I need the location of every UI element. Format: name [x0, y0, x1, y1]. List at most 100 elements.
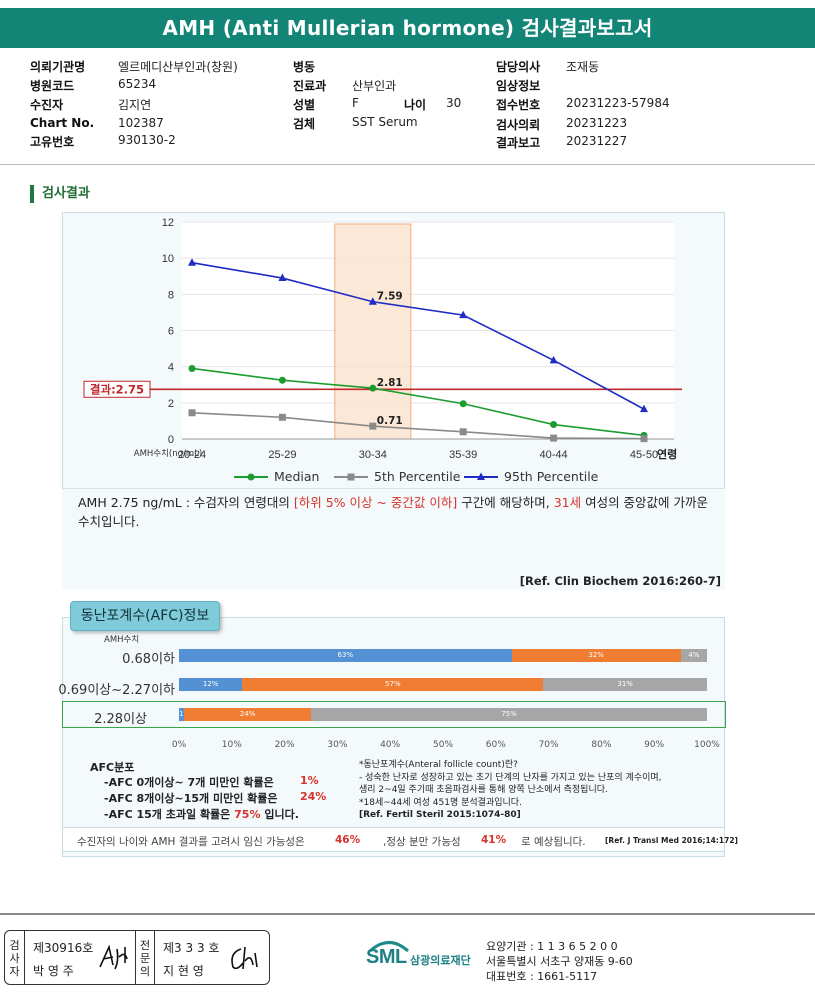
afc-bar-segment: 32%: [511, 649, 681, 662]
afc-dist-1-value: 1%: [300, 774, 319, 787]
request-value: 20231223: [566, 116, 628, 130]
y-axis-label: AMH수치(ng/mL): [134, 449, 202, 459]
y-tick-label: 2: [168, 398, 174, 410]
request-label: 검사의뢰: [496, 118, 541, 132]
logo-text: SML: [366, 946, 407, 968]
report-title: AMH (Anti Mullerian hormone) 검사결과보고서: [0, 8, 815, 48]
x-tick-label: 35-39: [449, 449, 477, 461]
afc-tick-label: 20%: [274, 740, 295, 750]
afc-bar-segment: 12%: [179, 678, 243, 691]
afc-dist-1-text: -AFC 0개이상~ 7개 미만인 확률은: [104, 776, 274, 789]
afc-bar-segment: 31%: [543, 678, 707, 691]
afc-row-label-2: 0.69이상~2.27이하: [58, 683, 175, 698]
age-label: 나이: [404, 98, 427, 112]
hospital-value: 엘르메디산부인과(창원): [118, 60, 238, 74]
median-point: [459, 400, 467, 408]
result-label-box: [83, 380, 151, 398]
afc-row-label-3: 2.28이상: [94, 712, 147, 727]
afc-dist-2-value: 24%: [300, 790, 327, 803]
series-line-1: [191, 411, 645, 440]
afc-dist-1: -AFC 0개이상~ 7개 미만인 확률은 1%: [104, 774, 319, 790]
dept-label: 진료과: [293, 79, 327, 93]
report-value: 20231227: [566, 134, 628, 148]
receipt-label: 접수번호: [496, 98, 541, 112]
code-value: 65234: [118, 77, 157, 91]
doctor-value: 조재동: [566, 60, 600, 74]
inspector-signature: [99, 944, 128, 970]
y-tick-label: 10: [162, 253, 174, 265]
summary-value-2: 41%: [481, 834, 507, 846]
afc-tick-label: 70%: [538, 740, 559, 750]
afc-tick-label: 60%: [485, 740, 506, 750]
patient-value: 김지연: [118, 98, 152, 112]
afc-dist-3-value: 75%: [234, 808, 261, 821]
series-line-0: [191, 367, 645, 437]
result-description: AMH 2.75 ng/mL : 수검자의 연령대의 [하위 5% 이상 ~ 중…: [78, 493, 718, 531]
legend-marker: [477, 472, 485, 480]
afc-dist-3-suffix: 입니다.: [260, 808, 299, 821]
ward-label: 병동: [293, 60, 316, 74]
p5-point: [278, 413, 286, 421]
legend-label-2: 95th Percentile: [504, 469, 599, 484]
median-point: [369, 384, 377, 392]
summary-text-2: ,정상 분만 가능성: [383, 836, 461, 848]
afc-highlight-row: [62, 701, 726, 728]
dept-value: 산부인과: [352, 79, 397, 93]
afc-bar-segment: 63%: [179, 649, 512, 662]
afc-title: 동난포계수(AFC)정보: [70, 601, 220, 631]
afc-tick-label: 90%: [644, 740, 665, 750]
afc-dist-3-text: -AFC 15개 초과일 확률은: [104, 808, 231, 821]
afc-tick-label: 30%: [327, 740, 348, 750]
clinical-label: 임상정보: [496, 79, 541, 93]
afc-note-3: 생리 2~4일 주기때 초음파검사를 통해 양쪽 난소에서 측정됩니다.: [359, 785, 608, 795]
p5-point: [459, 428, 467, 436]
amh-chart: 0 2 4 6 8 10 12 20-24 25-29 30-34 35-39 40-44 45-50연…: [83, 217, 682, 484]
specialist-label: 전문의: [135, 931, 155, 984]
median-point: [550, 421, 558, 429]
y-tick-label: 4: [168, 362, 174, 374]
inspector-name: 박 영 주: [33, 964, 74, 978]
specimen-label: 검체: [293, 117, 316, 131]
lab-phone: 대표번호 : 1661-5117: [486, 970, 598, 983]
desc-part1: AMH 2.75 ng/mL : 수검자의 연령대의: [78, 495, 294, 510]
pregnancy-summary: 수진자의 나이와 AMH 결과를 고려시 임신 가능성은 46% ,정상 분만 …: [62, 827, 738, 852]
sex-value: F: [352, 96, 359, 110]
description-panel: [62, 488, 725, 590]
org-name: 삼광의료재단: [410, 954, 471, 967]
x-axis-suffix: 연령: [657, 447, 677, 461]
afc-tick-label: 40%: [380, 740, 401, 750]
code-label: 병원코드: [30, 79, 75, 93]
afc-tick-label: 80%: [591, 740, 612, 750]
afc-tick-label: 100%: [694, 740, 720, 750]
summary-text-1: 수진자의 나이와 AMH 결과를 고려시 임신 가능성은: [77, 836, 305, 848]
p95-point: [640, 404, 648, 413]
specimen-value: SST Serum: [352, 115, 418, 129]
summary-reference: [Ref. J Transl Med 2016;14:172]: [605, 836, 738, 845]
data-label: 2.81: [377, 377, 403, 389]
id-value: 930130-2: [118, 133, 176, 147]
y-tick-label: 6: [168, 326, 174, 338]
specialist-number: 제3 3 3 호: [163, 941, 220, 955]
id-label: 고유번호: [30, 135, 75, 149]
y-tick-label: 12: [162, 217, 174, 229]
afc-note-1: *동난포계수(Anteral follicle count)란?: [359, 760, 518, 770]
p95-point: [368, 297, 377, 305]
doctor-label: 담당의사: [496, 60, 541, 74]
legend-label-1: 5th Percentile: [374, 469, 461, 484]
afc-dist-2: -AFC 8개이상~15개 미만인 확률은 24%: [104, 790, 326, 806]
afc-tick-label: 10%: [221, 740, 242, 750]
highlight-band: [334, 223, 412, 440]
chart-label: Chart No.: [30, 116, 95, 130]
afc-tick-label: 0%: [171, 740, 187, 750]
p95-point: [459, 310, 468, 319]
afc-row-label-1: 0.68이하: [122, 652, 175, 667]
y-tick-label: 8: [168, 289, 174, 301]
median-point: [188, 364, 196, 372]
desc-range: [하위 5% 이상 ~ 중간값 이하]: [293, 495, 458, 510]
data-label: 7.59: [377, 291, 403, 303]
x-tick-label: 25-29: [268, 449, 296, 461]
data-label: 0.71: [377, 415, 403, 427]
legend-marker: [247, 473, 255, 481]
median-point: [278, 376, 286, 384]
signature-box: 검사자 제30916호 박 영 주 전문의 제3 3 3 호 지 현 영: [4, 930, 270, 985]
